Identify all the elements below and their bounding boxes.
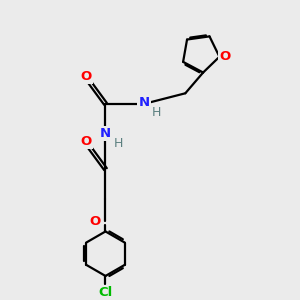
Text: O: O xyxy=(89,214,101,228)
Text: Cl: Cl xyxy=(98,286,112,299)
Text: N: N xyxy=(100,127,111,140)
Text: O: O xyxy=(81,70,92,83)
Text: O: O xyxy=(219,50,230,63)
Text: H: H xyxy=(113,137,123,150)
Text: N: N xyxy=(139,96,150,109)
Text: O: O xyxy=(81,135,92,148)
Text: H: H xyxy=(152,106,161,119)
